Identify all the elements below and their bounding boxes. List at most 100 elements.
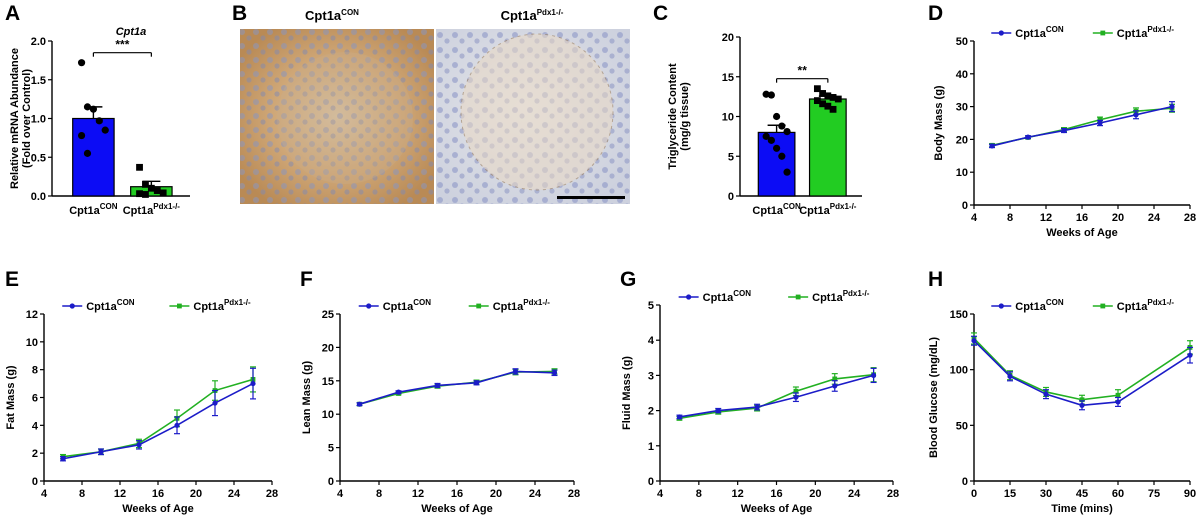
data-point [1079,402,1085,408]
data-point [778,122,786,130]
y-axis-label: Triglyceride Content [667,63,679,170]
significance-label: *** [115,38,129,52]
data-point [767,91,775,99]
data-point [60,456,66,462]
panel-label-f: F [300,268,313,291]
scale-bar [557,196,625,199]
y-tick-label: 1.0 [31,114,46,126]
x-tick-label: 20 [190,488,202,500]
micrograph-title-pdx: Cpt1aPdx1-/- [501,8,564,23]
y-tick-label: 0 [962,200,968,212]
data-point [676,414,683,420]
micrograph-title-con: Cpt1aCON [305,8,359,23]
legend-marker [1100,30,1106,36]
y-tick-label: 100 [950,365,968,377]
series-line [359,370,555,405]
y-tick-label: 6 [32,393,38,405]
legend-label: Cpt1aCON [1015,25,1064,40]
bar [808,98,847,197]
data-point [136,163,143,171]
x-tick-label: 8 [79,488,85,500]
data-point [174,422,180,428]
data-point [813,97,821,104]
data-point [1097,120,1103,126]
y-tick-label: 4 [648,335,655,347]
y-axis-label: Blood Glucose (mg/dL) [928,337,940,458]
x-tick-label: Cpt1aCON [752,202,801,217]
data-point [832,376,838,382]
series-line [679,374,874,418]
data-point [89,105,97,113]
data-point [870,372,877,378]
x-tick-label: 60 [1112,488,1124,500]
y-tick-label: 10 [956,167,968,179]
data-point [824,92,832,100]
data-point [829,94,837,101]
legend-label: Cpt1aCON [86,298,135,313]
legend-marker [795,294,801,300]
y-tick-label: 2.0 [31,36,46,48]
y-tick-label: 25 [322,309,334,321]
legend-marker [177,303,182,309]
data-point [783,168,791,176]
data-point [395,389,402,395]
x-tick-label: 28 [1184,212,1196,224]
y-tick-label: 0.5 [31,152,46,164]
x-axis-label: Weeks of Age [1046,227,1118,239]
data-point [813,85,821,93]
data-point [832,383,838,389]
data-point [1115,392,1121,398]
x-tick-label: 45 [1076,488,1088,500]
x-tick-label: 12 [412,488,424,500]
x-tick-label: 15 [1004,488,1016,500]
x-tick-label: 24 [228,488,241,500]
y-tick-label: 40 [956,69,968,81]
y-tick-label: 1.5 [31,75,46,87]
y-tick-label: 5 [648,300,654,312]
y-tick-label: 20 [722,32,734,44]
y-tick-label: 20 [956,134,968,146]
data-point [1097,117,1103,123]
data-point [95,117,103,125]
data-point [819,90,827,97]
panel-label-c: C [653,2,668,25]
panel-f: 0 5 10 15 20 25 4 8 12 16 20 24 28 Weeks of Age Lean M… [301,298,580,515]
x-tick-label: 12 [1040,212,1052,224]
x-tick-label: 12 [732,488,744,500]
data-point [793,388,799,394]
x-tick-label: 20 [1112,212,1124,224]
legend-label: Cpt1aPdx1-/- [1117,25,1175,40]
data-point [715,408,721,414]
y-tick-label: 2 [32,448,38,460]
panel-h: 0 50 100 150 0 15 30 45 60 75 90 Time (mins) Blood G… [928,298,1196,515]
data-point [773,144,781,152]
data-point [250,380,256,387]
series-line [973,337,1191,401]
data-point [778,152,786,160]
legend-label: Cpt1aCON [1015,298,1064,313]
data-point [142,180,149,188]
legend-label: Cpt1aPdx1-/- [1117,298,1175,313]
x-tick-label: 4 [971,212,978,224]
x-tick-label: Cpt1aCON [69,202,118,217]
y-tick-label: 20 [322,342,334,354]
data-point [1115,399,1121,405]
y-tick-label: 0 [962,476,968,488]
x-tick-label: 28 [568,488,580,500]
x-tick-label: Cpt1aPdx1-/- [799,202,857,217]
series-line [359,370,555,405]
data-point [762,132,770,140]
legend-label: Cpt1aCON [383,298,432,313]
series-line [62,382,254,460]
data-point [147,184,155,192]
data-point [1133,112,1139,118]
y-tick-label: 30 [956,102,968,114]
x-tick-label: 24 [1148,212,1161,224]
data-point [1043,391,1049,397]
y-axis-label-unit: (Fold over Control) [21,69,33,168]
data-point [551,370,558,376]
data-point [512,368,519,375]
x-tick-label: 30 [1040,488,1052,500]
legend-marker [998,30,1004,36]
